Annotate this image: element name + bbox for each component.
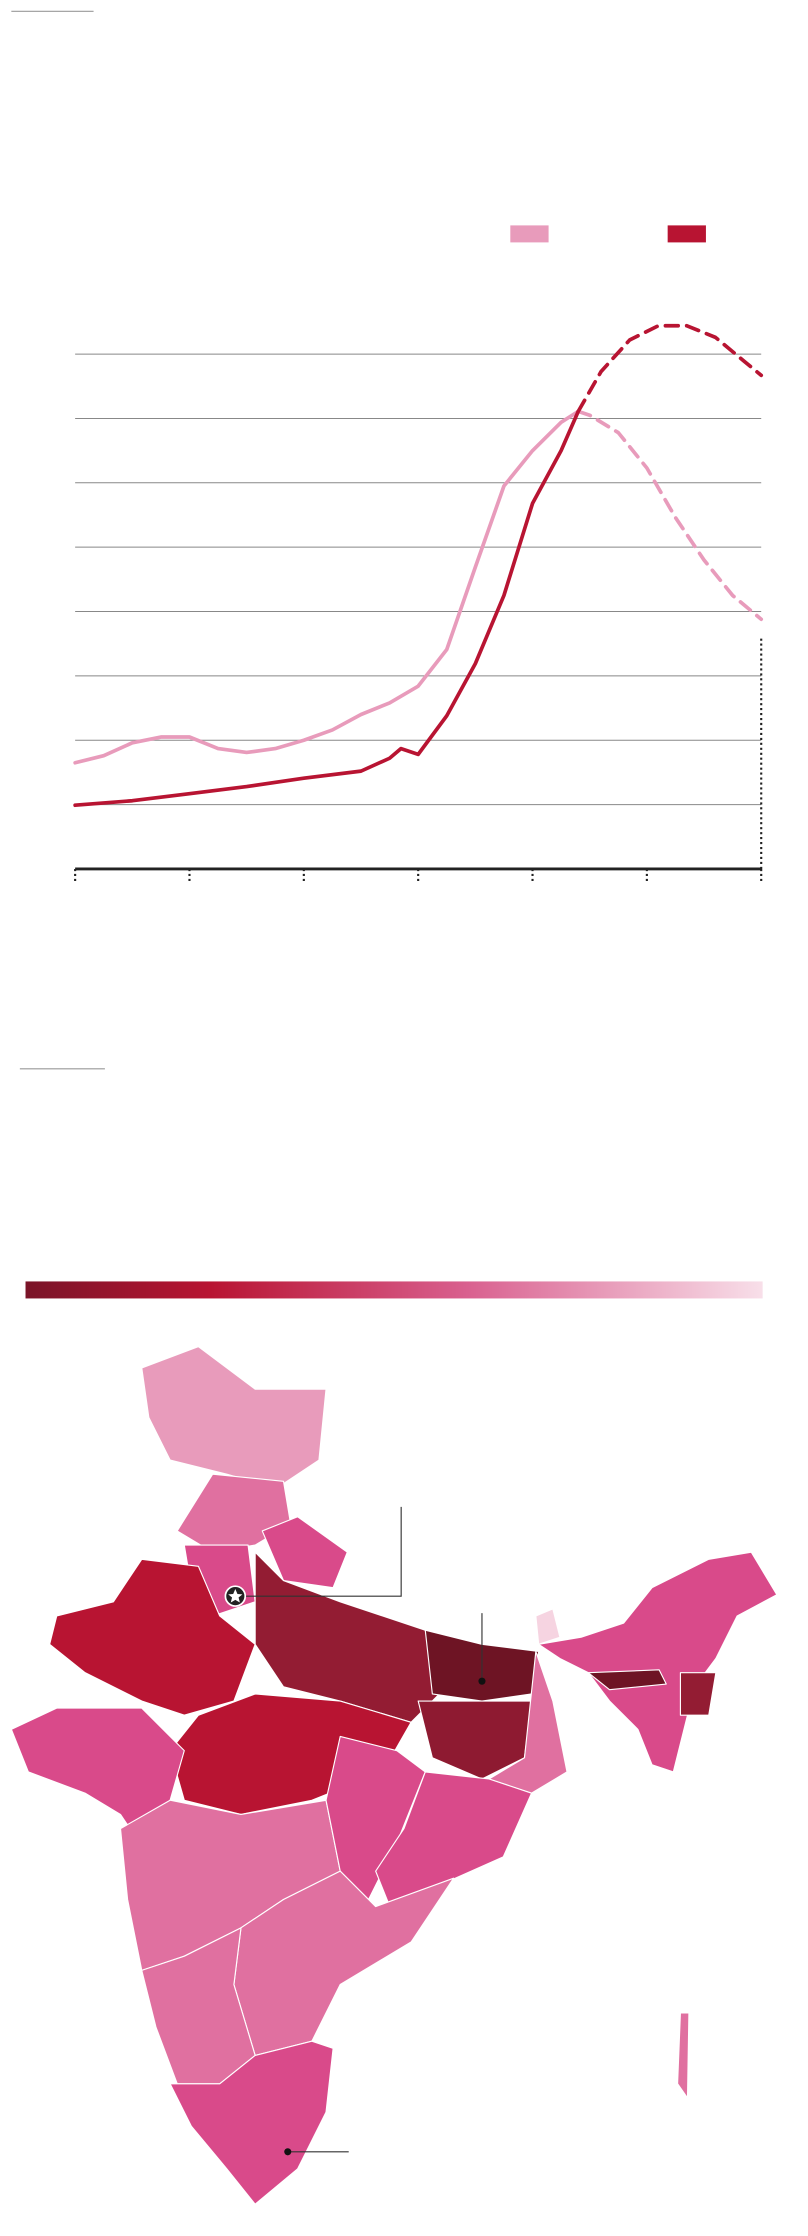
legend-swatch xyxy=(510,225,549,243)
legend-swatch xyxy=(667,225,706,243)
series-line xyxy=(73,409,581,765)
region xyxy=(141,1346,327,1489)
region xyxy=(679,1672,717,1716)
map xyxy=(10,1346,778,2205)
star xyxy=(228,1589,243,1603)
region xyxy=(538,1551,778,1773)
region xyxy=(677,2012,690,2099)
region xyxy=(49,1558,256,1716)
color-scale xyxy=(25,1281,763,1299)
series-line xyxy=(576,409,764,622)
region xyxy=(587,1669,667,1691)
callout-line xyxy=(235,1506,402,1597)
city-marker xyxy=(478,1677,486,1685)
region xyxy=(535,1608,561,1645)
series-line xyxy=(73,409,581,808)
region xyxy=(169,2040,334,2205)
series-line xyxy=(576,323,764,414)
city-marker xyxy=(284,2148,292,2156)
region xyxy=(261,1516,348,1589)
